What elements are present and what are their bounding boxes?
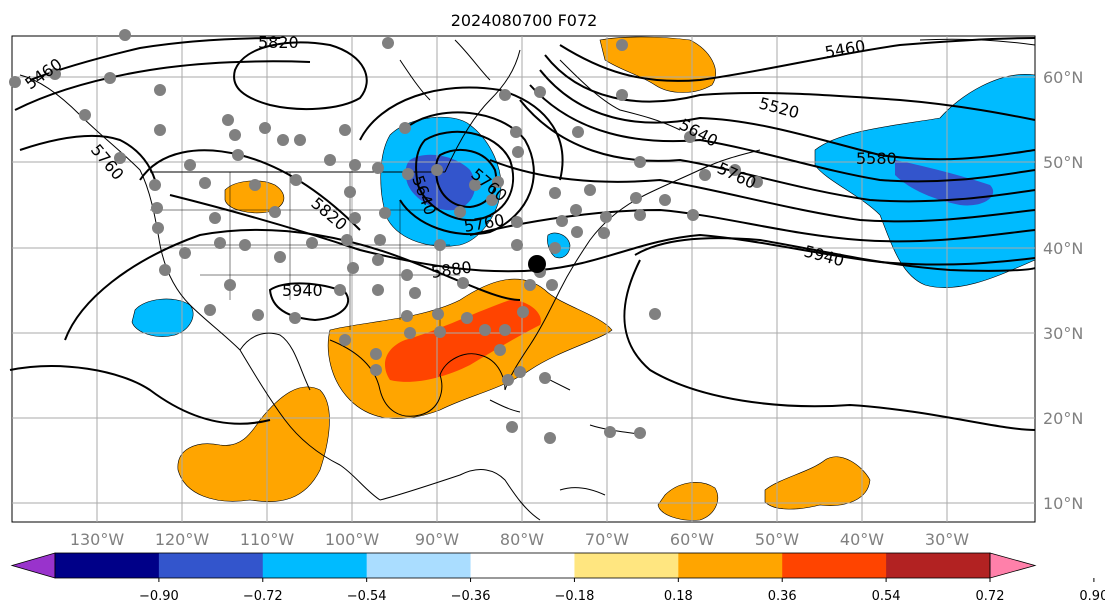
contour-low-4 (359, 86, 564, 181)
colorbar-tick-label: 0.18 (664, 589, 693, 604)
contour-label: 5580 (856, 149, 897, 168)
colorbar-tick-label: 0.90 (1079, 589, 1105, 604)
contour-low-1 (415, 130, 515, 222)
colorbar-segment (366, 553, 472, 578)
lon-label: 110°W (240, 530, 295, 549)
orange-area-caribbean (657, 482, 719, 521)
lon-label: 90°W (415, 530, 459, 549)
colorbar-segment (574, 553, 679, 578)
map-panel: 5820 5460 5520 5640 5580 5760 5940 5820 … (9, 29, 1036, 523)
lon-label: 50°W (755, 530, 799, 549)
contour-south-loop (64, 228, 521, 341)
lon-label: 130°W (70, 530, 125, 549)
contour-5940-outer (623, 259, 1036, 431)
lat-label: 60°N (1043, 68, 1083, 87)
lat-label: 40°N (1043, 239, 1083, 258)
colorbar-tick-label: −0.36 (451, 589, 491, 604)
colorbar-tick-label: −0.18 (555, 589, 595, 604)
map-frame (11, 35, 1036, 523)
colorbar-tick-label: 0.54 (872, 589, 901, 604)
lon-label: 100°W (325, 530, 380, 549)
lat-label: 50°N (1043, 153, 1083, 172)
contour-5820-east (469, 208, 1036, 243)
contour-5760 (489, 159, 1036, 223)
contour-5940-west (268, 282, 350, 322)
contour-5940 (634, 237, 1036, 272)
latitude-labels: 60°N 50°N 40°N 30°N 20°N 10°N (1043, 68, 1083, 513)
contour-5460 (559, 37, 1036, 82)
height-contours (9, 37, 1036, 431)
contour-low-3 (399, 111, 535, 236)
colorbar-segment (55, 553, 160, 578)
contour-5640 (529, 84, 1036, 183)
colorbar-segment (782, 553, 887, 578)
colorbar-segment (470, 553, 575, 578)
lon-label: 40°W (840, 530, 884, 549)
lon-label: 60°W (670, 530, 714, 549)
lon-label: 70°W (585, 530, 629, 549)
lon-label: 120°W (155, 530, 210, 549)
colorbar-segment (262, 553, 368, 578)
contour-label: 5820 (258, 33, 299, 52)
orange-area-hudson (599, 36, 716, 93)
contour-south-lower (9, 365, 271, 425)
contour-north-ridge (29, 37, 281, 81)
contour-west-trough (19, 134, 156, 181)
colorbar-segment (158, 553, 264, 578)
colorbar-segment (678, 553, 783, 578)
colorbar-tick-label: 0.36 (768, 589, 797, 604)
colorbar-tick-label: −0.54 (347, 589, 387, 604)
longitude-labels: 130°W 120°W 110°W 100°W 90°W 80°W 70°W 6… (70, 530, 969, 549)
lon-label: 80°W (500, 530, 544, 549)
lat-label: 30°N (1043, 324, 1083, 343)
blue-area-pacific (131, 298, 194, 337)
colorbar-extend-high (989, 552, 1037, 579)
contour-5520 (544, 54, 1036, 121)
orange-area-plains (224, 180, 285, 214)
contour-5700 (519, 99, 1036, 203)
colorbar-tick-label: 0.72 (976, 589, 1005, 604)
station-dots (9, 29, 763, 444)
contour-closed-high (233, 41, 368, 111)
map-title: 2024080700 F072 (451, 11, 598, 30)
colorbar-frame (54, 552, 991, 579)
highlight-point (528, 255, 546, 273)
colorbar-tick-label: −0.90 (139, 589, 179, 604)
lon-label: 30°W (925, 530, 969, 549)
colorbar-segment (886, 553, 991, 578)
colorbar-extend-low (10, 552, 56, 579)
orange-area-atlantic-south (764, 456, 871, 510)
lat-label: 10°N (1043, 494, 1083, 513)
colorbar-tick-label: −0.72 (243, 589, 283, 604)
state-borders (150, 172, 460, 330)
contour-5580 (539, 69, 1036, 161)
lat-label: 20°N (1043, 409, 1083, 428)
colorbar: −0.90 −0.72 −0.54 −0.36 −0.18 0.18 0.36 0.54 0.7… (10, 552, 1105, 604)
blue-dark-atlantic (895, 160, 994, 206)
coastlines (19, 38, 1036, 521)
contour-north-ridge-2 (14, 60, 311, 111)
red-area-gulf (385, 300, 541, 382)
orange-area-mexico (177, 386, 330, 502)
contour-label: 5940 (282, 281, 323, 300)
